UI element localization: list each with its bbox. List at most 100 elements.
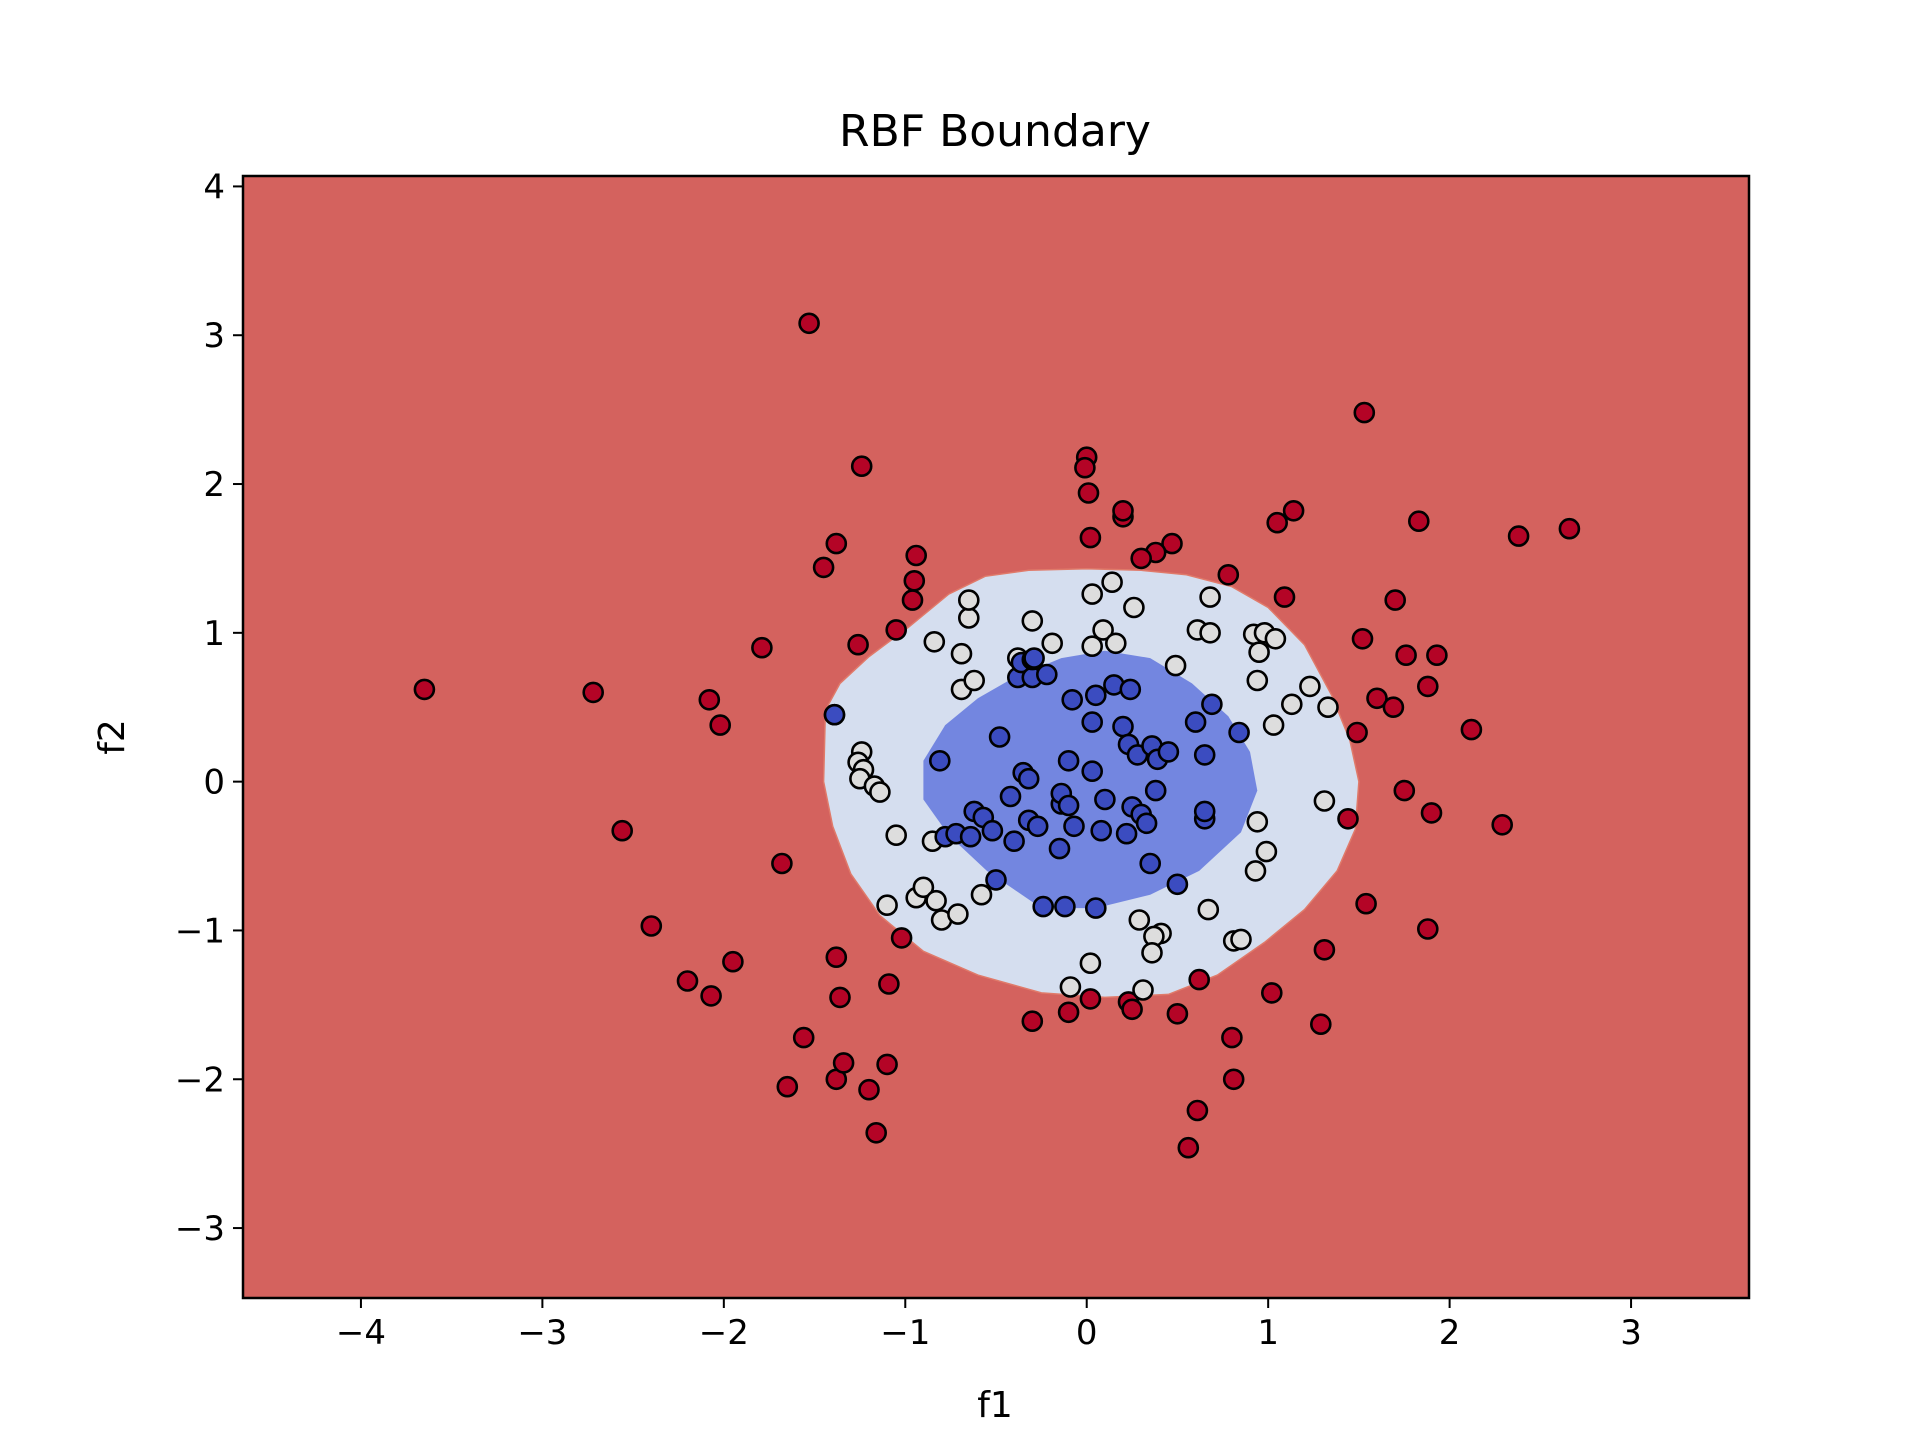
data-point-outer — [1384, 589, 1406, 611]
data-point-outer — [903, 569, 926, 592]
data-point-ring — [1262, 714, 1285, 736]
y-axis: −3 −2 −1 0 1 2 3 4 — [175, 167, 243, 1249]
y-axis-label: f2 — [92, 719, 133, 755]
data-point-outer — [832, 1052, 855, 1074]
data-point-outer — [1177, 1136, 1200, 1159]
data-point-inner — [1157, 741, 1180, 763]
data-point-ring — [1081, 635, 1103, 658]
data-point-inner — [1139, 852, 1161, 875]
data-point-ring — [957, 607, 980, 629]
data-point-outer — [1426, 644, 1448, 667]
data-point-ring — [1079, 952, 1102, 975]
data-point-ring — [1197, 898, 1220, 921]
data-point-outer — [709, 714, 732, 736]
data-point-inner — [1193, 800, 1216, 823]
data-point-outer — [1351, 627, 1374, 650]
data-point-inner — [1057, 749, 1080, 772]
data-point-outer — [1366, 687, 1388, 710]
data-point-ring — [1105, 632, 1127, 655]
data-point-outer — [1273, 586, 1296, 608]
data-point-outer — [751, 636, 773, 659]
y-tick-label: 4 — [203, 167, 225, 207]
data-point-outer — [829, 986, 851, 1009]
data-point-inner — [1085, 897, 1107, 919]
data-point-outer — [890, 927, 913, 949]
data-point-outer — [722, 950, 744, 973]
data-point-outer — [700, 985, 722, 1007]
data-point-outer — [905, 544, 928, 567]
data-point-outer — [1310, 1013, 1332, 1035]
data-point-inner — [1063, 815, 1085, 838]
data-point-outer — [858, 1078, 880, 1101]
data-point-outer — [1408, 510, 1430, 533]
data-point-inner — [1054, 895, 1076, 918]
data-point-ring — [1059, 976, 1082, 998]
data-point-ring — [1313, 790, 1336, 812]
data-point-outer — [1021, 1010, 1044, 1033]
data-point-ring — [947, 903, 969, 925]
x-axis: −4 −3 −2 −1 0 1 2 3 — [336, 1298, 1642, 1353]
data-point-inner — [1081, 711, 1103, 733]
data-point-inner — [1193, 744, 1216, 766]
data-point-inner — [1017, 767, 1040, 790]
data-point-outer — [798, 312, 820, 335]
data-point-ring — [970, 883, 993, 906]
data-point-ring — [1141, 941, 1163, 964]
data-point-outer — [1077, 482, 1100, 504]
data-point-outer — [1079, 988, 1102, 1010]
data-point-inner — [1184, 711, 1207, 733]
data-point-outer — [413, 678, 436, 701]
decision-regions — [243, 176, 1749, 1298]
data-point-outer — [1491, 813, 1513, 836]
data-point-ring — [1092, 619, 1114, 641]
data-point-ring — [1132, 979, 1154, 1001]
data-point-outer — [1261, 982, 1283, 1004]
data-point-outer — [1460, 718, 1483, 741]
data-point-ring — [1264, 627, 1287, 650]
data-point-inner — [1119, 678, 1142, 701]
data-point-outer — [901, 589, 924, 611]
data-point-inner — [1061, 688, 1083, 711]
data-point-ring — [1246, 669, 1269, 692]
data-point-outer — [885, 619, 908, 641]
x-tick-label: 1 — [1257, 1313, 1279, 1353]
data-point-outer — [640, 915, 663, 937]
data-point-outer — [847, 633, 869, 656]
y-tick-label: 1 — [203, 614, 225, 654]
data-point-outer — [1057, 1001, 1080, 1024]
data-point-outer — [1188, 968, 1210, 991]
data-point-ring — [869, 781, 891, 803]
y-tick-label: −2 — [175, 1060, 225, 1100]
y-tick-label: 2 — [203, 465, 225, 505]
data-point-inner — [1144, 779, 1167, 802]
data-point-outer — [878, 973, 900, 995]
data-point-inner — [928, 749, 951, 772]
data-point-inner — [1112, 715, 1134, 738]
data-point-inner — [1003, 830, 1025, 853]
data-point-outer — [582, 681, 605, 704]
y-tick-label: 3 — [203, 316, 225, 356]
data-point-outer — [611, 819, 634, 842]
data-point-inner — [1090, 819, 1112, 842]
x-tick-label: −2 — [699, 1313, 749, 1353]
y-tick-label: −1 — [175, 911, 225, 951]
data-point-ring — [1041, 632, 1063, 655]
data-point-ring — [1299, 675, 1321, 698]
x-tick-label: −3 — [517, 1313, 567, 1353]
data-point-ring — [1199, 621, 1221, 644]
data-point-inner — [823, 703, 846, 726]
data-point-ring — [1244, 860, 1267, 882]
data-point-outer — [812, 556, 835, 579]
data-point-ring — [1101, 571, 1123, 594]
data-point-outer — [1417, 675, 1439, 698]
data-point-inner — [1115, 822, 1138, 845]
data-point-inner — [981, 819, 1004, 842]
data-point-inner — [1057, 794, 1080, 817]
data-point-inner — [1023, 647, 1045, 669]
x-tick-label: 3 — [1620, 1313, 1642, 1353]
data-point-ring — [1123, 596, 1145, 619]
plot-frame — [241, 174, 1751, 1300]
data-point-outer — [1353, 401, 1376, 424]
data-point-ring — [1128, 909, 1151, 931]
